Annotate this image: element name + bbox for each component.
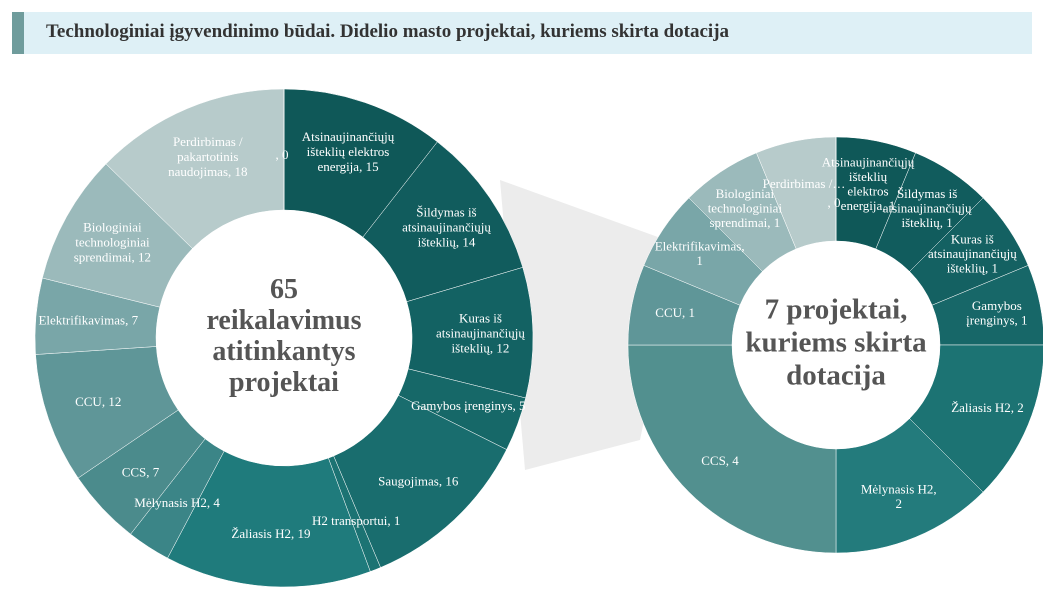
label-line: 2: [896, 496, 903, 511]
label-line: išteklių, 14: [418, 234, 476, 249]
slice-label: Kuras iš atsinaujinančiųjų išteklių, 1: [928, 231, 1017, 275]
slice-label: CCS, 7: [122, 464, 160, 479]
center-label: reikalavimus: [206, 305, 361, 336]
center-label: 65: [270, 274, 298, 305]
center-label: dotacija: [786, 360, 886, 392]
label-line: technologiniai: [75, 234, 150, 249]
label-line: Šildymas iš: [897, 186, 957, 201]
label-line: energija, 15: [317, 159, 378, 174]
label-line: išteklių: [849, 169, 888, 184]
center-label: projektai: [229, 367, 339, 398]
slice-label: Saugojimas, 16: [378, 473, 459, 488]
label-line: Šildymas iš: [416, 204, 476, 219]
label-line: išteklių, 1: [901, 215, 952, 230]
slice-label: Žaliasis H2, 2: [951, 400, 1024, 415]
slice-label: , 0: [828, 195, 841, 210]
label-line: išteklių elektros: [307, 144, 390, 159]
label-line: Mėlynasis H2, 4: [134, 495, 220, 510]
slice-label: Perdirbimas /…: [763, 176, 846, 191]
label-line: Žaliasis H2, 19: [231, 526, 310, 541]
label-line: CCU, 12: [75, 394, 121, 409]
slice-label: CCS, 4: [701, 453, 739, 468]
label-line: energija, 1: [841, 198, 896, 213]
label-line: įrenginys, 1: [966, 312, 1027, 327]
label-line: Kuras iš: [951, 231, 994, 246]
slice-label: Mėlynasis H2, 2: [861, 481, 937, 511]
label-line: Atsinaujinančiųjų: [822, 154, 915, 169]
label-line: Žaliasis H2, 2: [951, 400, 1024, 415]
slice-label: Gamybos įrenginys, 5: [411, 398, 525, 413]
slice-label: Šildymas iš atsinaujinančiųjų išteklių, 1: [883, 186, 972, 230]
page-title: Technologiniai įgyvendinimo būdai. Didel…: [46, 21, 730, 42]
slice-label: Elektrifikavimas, 1: [655, 239, 745, 269]
slice-label: Atsinaujinančiųjų išteklių elektros energij…: [822, 154, 915, 213]
label-line: išteklių, 12: [452, 341, 510, 356]
label-line: Gamybos įrenginys, 5: [411, 398, 525, 413]
slice-label: Biologiniai technologiniai sprendimai, 12: [74, 219, 151, 264]
slice-label: Biologiniai technologiniai sprendimai, 1: [708, 186, 783, 230]
label-line: Perdirbimas /…: [763, 176, 846, 191]
label-line: pakartotinis: [177, 149, 238, 164]
label-line: Biologiniai: [83, 219, 142, 234]
center-label: 7 projektai,: [765, 294, 908, 326]
slice-label: Elektrifikavimas, 7: [38, 313, 138, 328]
slice: [627, 344, 837, 554]
label-line: atsinaujinančiųjų: [883, 201, 972, 216]
label-line: CCU, 1: [655, 305, 695, 320]
center-label: kuriems skirta: [745, 327, 927, 359]
title-bar: Technologiniai įgyvendinimo būdai. Didel…: [12, 12, 1032, 54]
label-line: CCS, 4: [701, 453, 739, 468]
slice-label: Atsinaujinančiųjų išteklių elektros energi…: [302, 129, 395, 174]
label-line: technologiniai: [708, 201, 783, 216]
label-line: sprendimai, 1: [710, 215, 781, 230]
slice-label: H2 transportui, 1: [312, 513, 400, 528]
label-line: išteklių, 1: [947, 260, 998, 275]
slice-label: Žaliasis H2, 19: [231, 526, 310, 541]
slice-label: , 0: [276, 147, 289, 162]
label-line: Elektrifikavimas, 7: [38, 313, 138, 328]
label-line: Elektrifikavimas,: [655, 239, 745, 254]
label-line: Kuras iš: [459, 311, 502, 326]
label-line: Atsinaujinančiųjų: [302, 129, 395, 144]
label-line: Perdirbimas /: [173, 134, 243, 149]
label-line: Saugojimas, 16: [378, 473, 459, 488]
label-line: 1: [696, 253, 703, 268]
label-line: Biologiniai: [716, 186, 775, 201]
label-line: atsinaujinančiųjų: [436, 326, 525, 341]
slice-label: Šildymas iš atsinaujinančiųjų išteklių, 14: [402, 204, 491, 249]
slice-label: Gamybos įrenginys, 1: [966, 298, 1027, 328]
slice: [105, 88, 285, 249]
label-line: Gamybos: [972, 298, 1022, 313]
label-line: atsinaujinančiųjų: [928, 246, 1017, 261]
slice-label: Perdirbimas / pakartotinis naudojimas, 18: [168, 134, 247, 179]
center-label: atitinkantys: [212, 336, 355, 367]
label-line: naudojimas, 18: [168, 164, 247, 179]
label-line: elektros: [847, 183, 888, 198]
label-line: Mėlynasis H2,: [861, 481, 937, 496]
slice-label: Mėlynasis H2, 4: [134, 495, 220, 510]
label-line: sprendimai, 12: [74, 249, 151, 264]
slice-label: Kuras iš atsinaujinančiųjų išteklių, 12: [436, 311, 525, 356]
slice: [931, 265, 1043, 346]
label-line: H2 transportui, 1: [312, 513, 400, 528]
label-line: CCS, 7: [122, 464, 160, 479]
slice-label: CCU, 1: [655, 305, 695, 320]
label-line: atsinaujinančiųjų: [402, 219, 491, 234]
slice-label: CCU, 12: [75, 394, 121, 409]
